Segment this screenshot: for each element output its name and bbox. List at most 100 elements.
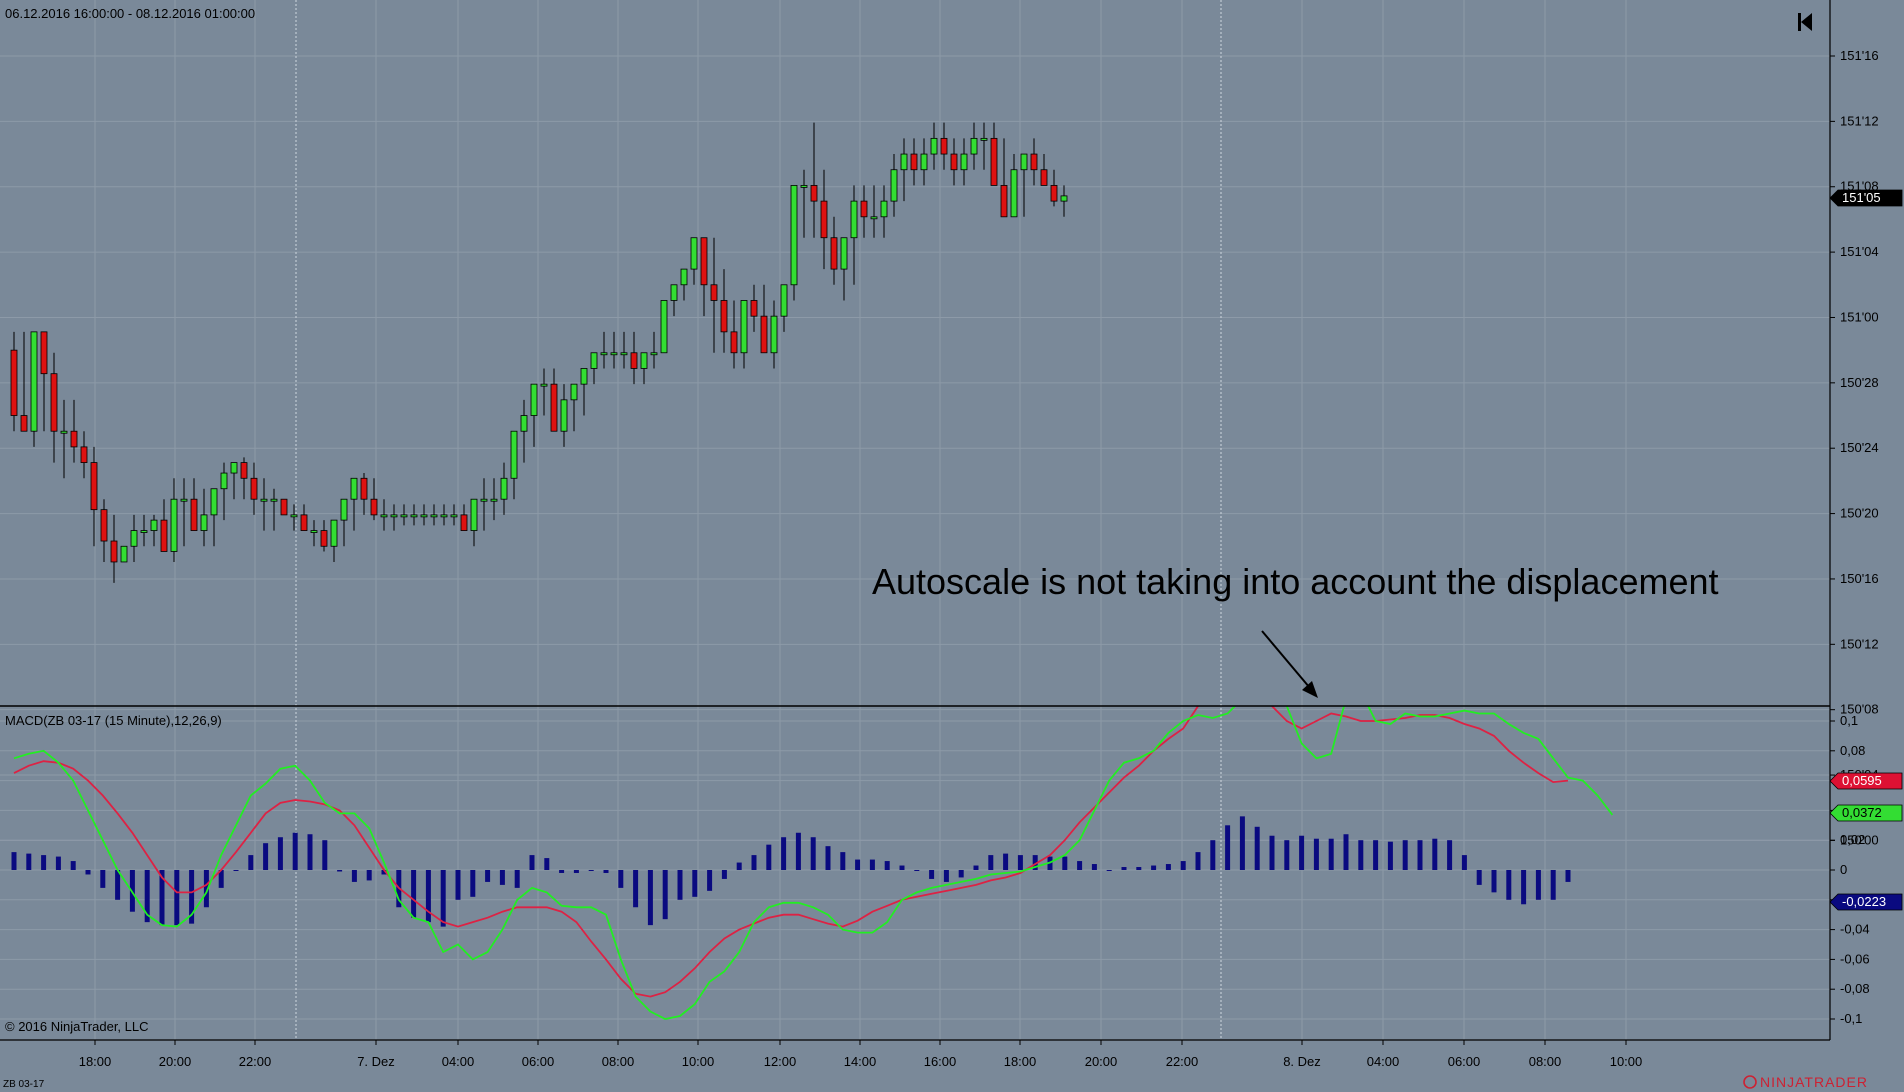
time-tick-label: 04:00 [442, 1054, 475, 1069]
up-candle-body [580, 368, 588, 385]
histogram-bar [559, 870, 565, 873]
macd-tick-label: 0,1 [1840, 713, 1858, 728]
candle [520, 399, 528, 463]
candle [420, 504, 428, 526]
candle [690, 237, 698, 285]
histogram-bar [41, 855, 47, 870]
up-candle-body [380, 514, 388, 518]
jump-to-end-icon[interactable] [1796, 10, 1816, 34]
candle [610, 331, 618, 369]
candle [170, 478, 178, 562]
up-candle-body [850, 200, 858, 239]
up-candle-body [410, 514, 418, 518]
time-tick-label: 18:00 [79, 1054, 112, 1069]
candle [970, 122, 978, 170]
candle [540, 368, 548, 416]
up-candle-body [640, 352, 648, 369]
price-tick-label: 150'12 [1840, 636, 1879, 651]
candle [900, 138, 908, 202]
up-candle-body [430, 514, 438, 518]
histogram-bar [1165, 864, 1171, 870]
candle [600, 331, 608, 369]
candle [40, 331, 48, 432]
candle [840, 237, 848, 301]
histogram-bar [1210, 840, 1216, 870]
histogram-bar [840, 852, 846, 870]
signal-value-tag: 0,0595 [1829, 772, 1903, 790]
histogram-bar [470, 870, 476, 897]
candle [130, 514, 138, 562]
up-candle-body [660, 300, 668, 354]
candle [770, 300, 778, 369]
candle [590, 352, 598, 385]
down-candle-body [10, 349, 18, 416]
up-candle-body [1060, 195, 1068, 202]
candle [790, 185, 798, 301]
macd-histogram [11, 816, 1571, 927]
up-candle-body [470, 498, 478, 531]
histogram-bar [455, 870, 461, 900]
time-tick-label: 20:00 [159, 1054, 192, 1069]
candle [800, 169, 808, 238]
up-candle-body [690, 237, 698, 270]
up-candle-body [650, 352, 658, 356]
histogram-bar [233, 870, 239, 871]
histogram-bar [721, 870, 727, 879]
down-candle-body [1050, 185, 1058, 202]
histogram-bar [1402, 840, 1408, 870]
histogram-bar [1565, 870, 1571, 882]
histogram-bar [1239, 816, 1245, 870]
up-candle-body [790, 185, 798, 286]
candle [880, 185, 888, 238]
time-tick-label: 8. Dez [1283, 1054, 1321, 1069]
up-candle-body [670, 284, 678, 301]
candle [510, 430, 518, 500]
candle [740, 300, 748, 369]
histogram-bar [1003, 853, 1009, 870]
candle [850, 185, 858, 285]
candle [60, 399, 68, 479]
down-candle-body [70, 430, 78, 448]
histogram-bar [662, 870, 668, 920]
up-candle-body [290, 514, 298, 518]
down-candle-body [20, 415, 28, 432]
candle [780, 284, 788, 332]
histogram-bar [973, 865, 979, 870]
up-candle-body [510, 430, 518, 479]
candle [990, 122, 998, 186]
histogram-bar [277, 837, 283, 870]
up-candle-body [130, 530, 138, 547]
up-candle-body [170, 498, 178, 552]
histogram-bar [1535, 870, 1541, 900]
histogram-bar [425, 870, 431, 923]
up-candle-body [330, 519, 338, 547]
histogram-bar [1180, 861, 1186, 870]
candle [240, 457, 248, 500]
histogram-bar [1476, 870, 1482, 885]
macd-panel [11, 706, 1614, 1020]
candle [890, 154, 898, 217]
time-tick-label: 14:00 [844, 1054, 877, 1069]
candle [960, 138, 968, 186]
histogram-bar [707, 870, 713, 891]
up-candle-body [920, 153, 928, 171]
time-tick-label: 18:00 [1004, 1054, 1037, 1069]
down-candle-body [760, 315, 768, 354]
down-candle-body [240, 462, 248, 479]
histogram-bar [1121, 867, 1127, 870]
down-candle-body [550, 383, 558, 432]
candle [290, 504, 298, 531]
candle [1020, 153, 1028, 217]
candle [860, 185, 868, 238]
up-candle-body [620, 352, 628, 356]
candle [650, 331, 658, 369]
histogram-bar [218, 870, 224, 888]
candle [150, 514, 158, 547]
candle [1000, 138, 1008, 218]
histogram-bar [647, 870, 653, 926]
up-candle-body [600, 352, 608, 356]
diff-value-tag: -0,0223 [1829, 893, 1903, 911]
up-candle-body [520, 415, 528, 432]
